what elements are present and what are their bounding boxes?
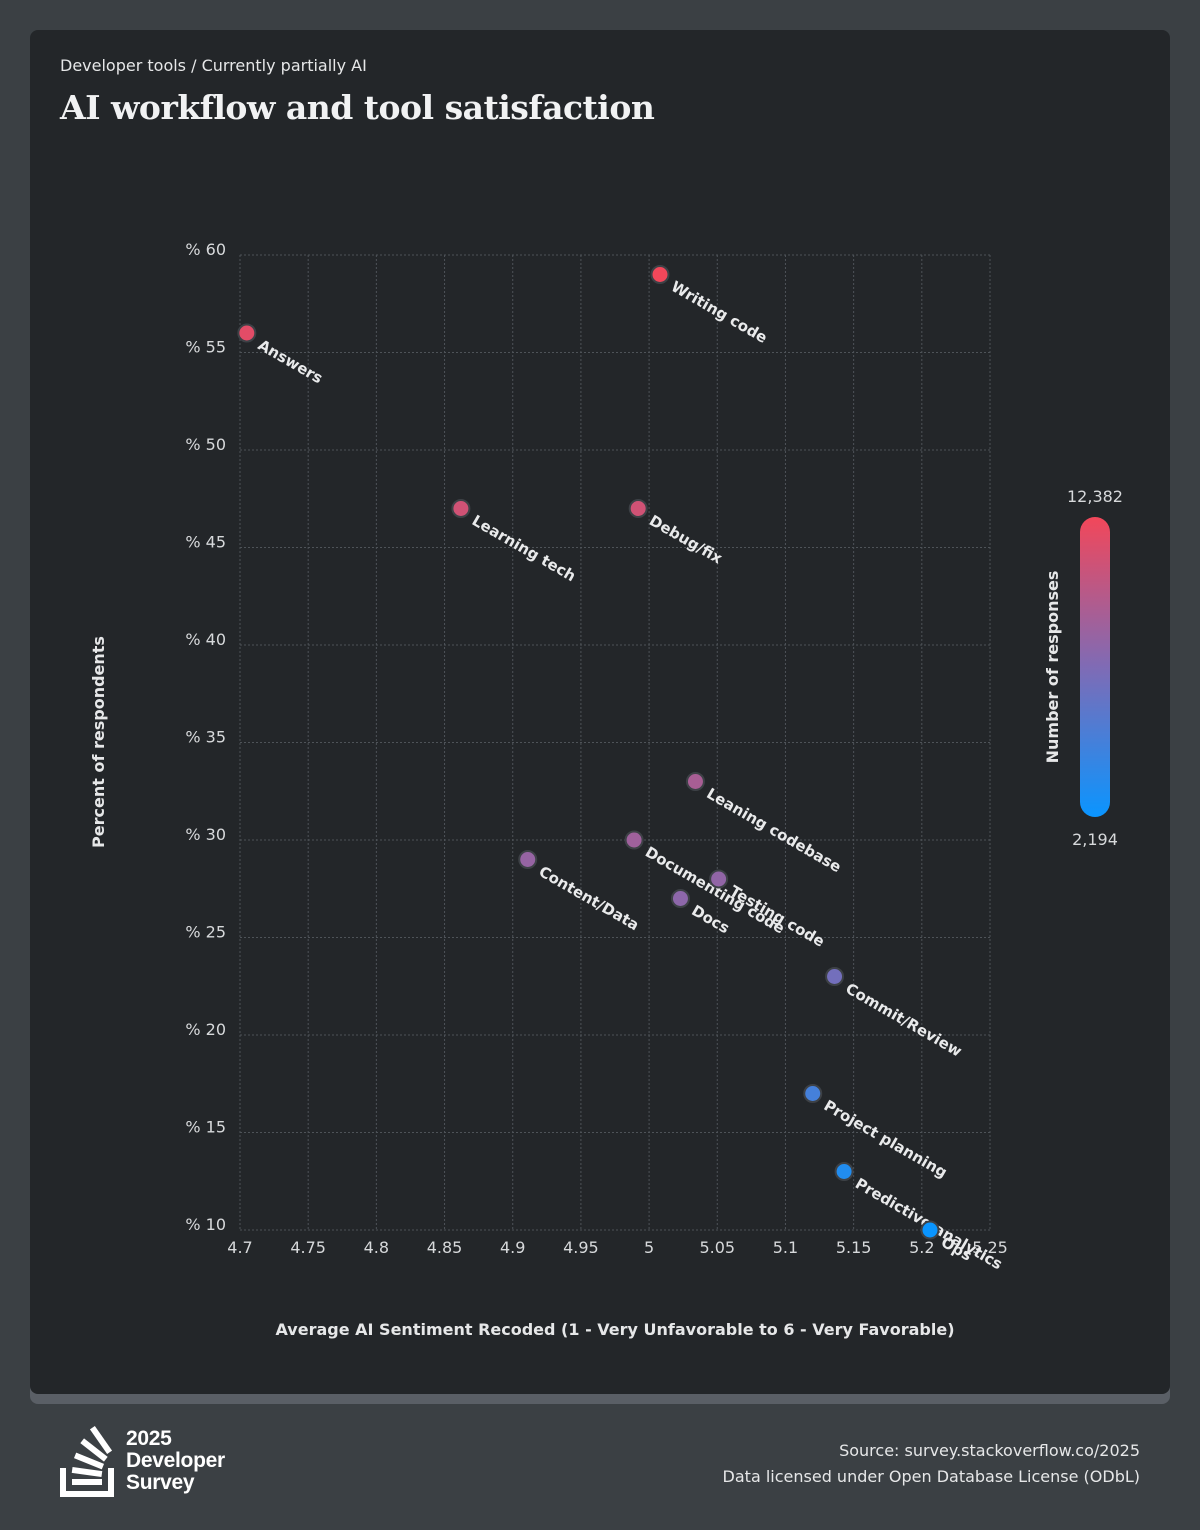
point-label: Learning tech bbox=[469, 511, 579, 585]
x-axis-ticks: 4.7 4.75 4.8 4.85 4.9 4.95 5 5.05 5.1 5.15 5.2 5.25 bbox=[227, 1238, 1008, 1257]
data-point[interactable] bbox=[451, 499, 471, 518]
data-point[interactable] bbox=[518, 850, 538, 869]
legend-title: Number of responses bbox=[1043, 571, 1062, 764]
legend-min-label: 2,194 bbox=[1072, 830, 1118, 849]
survey-logo-text: 2025 Developer Survey bbox=[126, 1428, 225, 1494]
point-labels: Answers Writing code Learning tech Debug/fi… bbox=[255, 277, 1006, 1273]
y-tick-label: % 30 bbox=[185, 825, 226, 844]
y-tick-label: % 20 bbox=[185, 1020, 226, 1039]
y-tick-label: % 45 bbox=[185, 533, 226, 552]
y-tick-label: % 55 bbox=[185, 338, 226, 357]
x-axis-title: Average AI Sentiment Recoded (1 - Very U… bbox=[275, 1320, 954, 1339]
legend-max-label: 12,382 bbox=[1067, 487, 1123, 506]
stackoverflow-logo-icon bbox=[60, 1425, 114, 1497]
point-label: Debug/fix bbox=[646, 511, 725, 567]
y-tick-label: % 25 bbox=[185, 923, 226, 942]
data-point[interactable] bbox=[709, 869, 729, 889]
y-axis-ticks: % 60 % 55 % 50 % 45 % 40 % 35 % 30 % 25 % 20 % 15… bbox=[185, 240, 226, 1234]
x-tick-label: 5.15 bbox=[836, 1238, 872, 1257]
data-point[interactable] bbox=[628, 499, 648, 518]
x-tick-label: 4.85 bbox=[427, 1238, 463, 1257]
grid-lines bbox=[239, 254, 991, 1231]
point-label: Content/Data bbox=[536, 862, 642, 934]
license-text: Data licensed under Open Database Licens… bbox=[722, 1467, 1140, 1486]
y-tick-label: % 40 bbox=[185, 630, 226, 649]
source-link[interactable]: Source: survey.stackoverflow.co/2025 bbox=[839, 1441, 1140, 1460]
y-axis-title: Percent of respondents bbox=[89, 636, 108, 848]
x-tick-label: 5.25 bbox=[972, 1238, 1008, 1257]
y-tick-label: % 50 bbox=[185, 435, 226, 454]
data-point[interactable] bbox=[624, 830, 644, 850]
data-point[interactable] bbox=[670, 889, 690, 908]
page-title: AI workflow and tool satisfaction bbox=[60, 88, 655, 127]
data-point[interactable] bbox=[920, 1220, 940, 1240]
point-label: Commit/Review bbox=[843, 979, 966, 1060]
y-tick-label: % 15 bbox=[185, 1118, 226, 1137]
data-point[interactable] bbox=[825, 967, 845, 986]
scatter-chart: % 60 % 55 % 50 % 45 % 40 % 35 % 30 % 25 % 20 % 15… bbox=[89, 240, 1123, 1339]
logo-year: 2025 bbox=[126, 1427, 172, 1450]
x-tick-label: 5 bbox=[644, 1238, 654, 1257]
data-point[interactable] bbox=[237, 323, 257, 343]
data-point[interactable] bbox=[834, 1162, 854, 1181]
x-tick-label: 4.9 bbox=[500, 1238, 525, 1257]
point-label: Testing code bbox=[727, 882, 828, 951]
data-point[interactable] bbox=[803, 1084, 823, 1103]
y-tick-label: % 60 bbox=[185, 240, 226, 259]
data-point[interactable] bbox=[685, 772, 705, 791]
x-tick-label: 4.8 bbox=[364, 1238, 389, 1257]
x-tick-label: 4.95 bbox=[563, 1238, 599, 1257]
point-label: Answers bbox=[255, 336, 326, 387]
point-label: Leaning codebase bbox=[703, 784, 844, 876]
color-legend: 12,382 2,194 Number of responses bbox=[1043, 487, 1123, 849]
source-info: Source: survey.stackoverflow.co/2025 Dat… bbox=[723, 1438, 1140, 1490]
x-tick-label: 5.05 bbox=[699, 1238, 735, 1257]
data-point[interactable] bbox=[650, 265, 670, 284]
legend-gradient-bar bbox=[1080, 517, 1110, 817]
x-tick-label: 4.75 bbox=[290, 1238, 326, 1257]
y-tick-label: % 35 bbox=[185, 728, 226, 747]
y-tick-label: % 10 bbox=[185, 1215, 226, 1234]
logo-line-survey: Survey bbox=[126, 1471, 195, 1494]
x-tick-label: 4.7 bbox=[227, 1238, 252, 1257]
logo-line-developer: Developer bbox=[126, 1449, 225, 1472]
data-points bbox=[237, 265, 940, 1240]
point-label: Writing code bbox=[668, 277, 770, 347]
chart-card bbox=[30, 30, 1170, 1394]
x-tick-label: 5.2 bbox=[909, 1238, 934, 1257]
breadcrumb: Developer tools / Currently partially AI bbox=[60, 56, 367, 75]
x-tick-label: 5.1 bbox=[773, 1238, 798, 1257]
